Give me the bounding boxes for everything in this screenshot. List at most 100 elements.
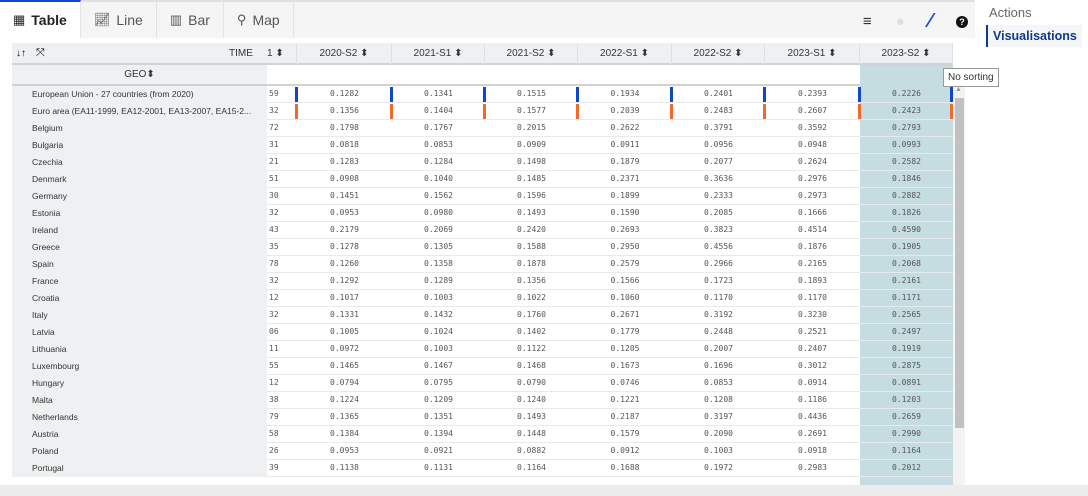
bar-chart-icon: ▥ xyxy=(169,12,183,27)
column-header-2020-S2[interactable]: 2020-S2 ⬍ xyxy=(297,43,392,65)
row-label[interactable]: European Union - 27 countries (from 2020… xyxy=(12,86,267,103)
table-cell: 0.1170 xyxy=(798,293,827,302)
row-label[interactable]: Estonia xyxy=(12,205,267,222)
swap-axes-icon[interactable]: ↓↑ xyxy=(16,48,26,59)
filter-icon[interactable]: ≡ xyxy=(862,13,872,30)
palette-icon[interactable]: ● xyxy=(895,13,905,30)
row-label[interactable]: Luxembourg xyxy=(12,358,267,375)
table-cell: 0.1341 xyxy=(424,89,453,98)
column-header-2021-S2[interactable]: 2021-S2 ⬍ xyxy=(485,43,578,65)
table-cell: 0.2983 xyxy=(798,463,827,472)
table-cell: 0.2077 xyxy=(704,157,733,166)
table-cell: 0.2039 xyxy=(610,106,640,115)
row-label[interactable]: Latvia xyxy=(12,324,267,341)
column-header-partial[interactable]: 1 ⬍ xyxy=(267,43,297,65)
table-cell: 0.1060 xyxy=(610,293,640,302)
table-cell: 0.2950 xyxy=(610,242,640,251)
row-label[interactable]: Czechia xyxy=(12,154,267,171)
row-label[interactable]: Belgium xyxy=(12,120,267,137)
table-cell: 0.2973 xyxy=(798,191,827,200)
table-cell: 0.2448 xyxy=(704,327,733,336)
table-cell: 0.1934 xyxy=(610,89,640,98)
tab-bar[interactable]: ▥ Bar xyxy=(156,2,224,38)
row-label[interactable]: Hungary xyxy=(12,375,267,392)
row-label[interactable]: Austria xyxy=(12,426,267,443)
table-cell: 0.4436 xyxy=(798,412,827,421)
table-cell: 0.3823 xyxy=(704,225,733,234)
row-label[interactable]: Lithuania xyxy=(12,341,267,358)
vertical-scrollbar[interactable]: ▲ xyxy=(953,86,965,485)
table-cell: 0.1893 xyxy=(798,276,827,285)
row-label[interactable]: Italy xyxy=(12,307,267,324)
sidebar-visualisations[interactable]: Visualisations xyxy=(986,25,1082,47)
table-cell: 0.1365 xyxy=(330,412,359,421)
row-label[interactable]: Ireland xyxy=(12,222,267,239)
data-table: ↓↑ ⤧ TIME 1 ⬍ 2020-S2 ⬍ 2021-S1 ⬍ 2021-S2 ⬍… xyxy=(12,43,965,485)
table-cell: 0.1003 xyxy=(424,344,453,353)
table-cell: 0.2565 xyxy=(892,310,921,319)
table-cell: 0.1292 xyxy=(330,276,359,285)
horizontal-scroll-area[interactable] xyxy=(0,485,1088,496)
table-cell: 0.1221 xyxy=(610,395,640,404)
toolbar: ≡ ● ⁄ ? xyxy=(863,10,968,33)
column-header-2021-S1[interactable]: 2021-S1 ⬍ xyxy=(392,43,485,65)
row-label[interactable]: Poland xyxy=(12,443,267,460)
column-header-2023-S2[interactable]: 2023-S2 ⬍ xyxy=(860,43,953,65)
series-color-marker xyxy=(670,104,673,119)
row-label[interactable]: Euro area (EA11-1999, EA12-2001, EA13-20… xyxy=(12,103,267,120)
scrollbar-thumb[interactable] xyxy=(955,98,964,428)
row-label[interactable]: Spain xyxy=(12,256,267,273)
table-cell: 0.2882 xyxy=(892,191,921,200)
table-cell-partial: 31 xyxy=(269,140,279,149)
series-color-marker xyxy=(295,104,298,119)
tab-table[interactable]: ▦ Table xyxy=(0,0,81,38)
column-header-2022-S1[interactable]: 2022-S1 ⬍ xyxy=(578,43,672,65)
column-header-2022-S2[interactable]: 2022-S2 ⬍ xyxy=(672,43,765,65)
table-cell: 0.2333 xyxy=(704,191,733,200)
table-cell: 0.0956 xyxy=(704,140,733,149)
row-label[interactable]: Malta xyxy=(12,392,267,409)
sidebar-actions[interactable]: Actions xyxy=(989,5,1032,20)
table-cell: 0.1224 xyxy=(330,395,359,404)
row-label[interactable]: Netherlands xyxy=(12,409,267,426)
table-row: Germany 30 0.1451 0.1562 0.1596 0.1899 0.2333 0… xyxy=(12,188,953,205)
table-cell: 0.1203 xyxy=(892,395,921,404)
table-cell-partial: 59 xyxy=(269,89,279,98)
table-cell: 0.1666 xyxy=(798,208,827,217)
table-cell: 0.1305 xyxy=(424,242,453,251)
table-cell: 0.1186 xyxy=(798,395,827,404)
row-label[interactable]: Greece xyxy=(12,239,267,256)
tab-line[interactable]: 📈︎ Line xyxy=(80,2,157,38)
table-cell: 0.1723 xyxy=(704,276,733,285)
table-row: Portugal 39 0.1138 0.1131 0.1164 0.1688 0.1972… xyxy=(12,460,953,477)
row-label[interactable]: Bulgaria xyxy=(12,137,267,154)
table-cell: 0.0908 xyxy=(330,174,359,183)
table-icon: ▦ xyxy=(13,12,26,27)
row-label[interactable]: Germany xyxy=(12,188,267,205)
table-cell: 0.0912 xyxy=(610,446,640,455)
table-row: Lithuania 11 0.0972 0.1003 0.1122 0.1205 0.200… xyxy=(12,341,953,358)
table-cell: 0.0790 xyxy=(517,378,546,387)
row-label[interactable]: France xyxy=(12,273,267,290)
table-cell: 0.3592 xyxy=(798,123,827,132)
tab-map[interactable]: ⚲ Map xyxy=(223,2,294,38)
table-cell-partial: 72 xyxy=(269,123,279,132)
row-label[interactable]: Croatia xyxy=(12,290,267,307)
table-cell: 0.1283 xyxy=(330,157,359,166)
header-spacer xyxy=(267,65,953,86)
column-header-2023-S1[interactable]: 2023-S1 ⬍ xyxy=(765,43,860,65)
table-cell: 0.1673 xyxy=(610,361,640,370)
geo-header[interactable]: GEO⬍ xyxy=(12,65,267,86)
table-cell: 0.2671 xyxy=(610,310,640,319)
table-cell: 0.1779 xyxy=(610,327,640,336)
row-label[interactable]: Portugal xyxy=(12,460,267,477)
table-cell: 0.1005 xyxy=(330,327,359,336)
row-label[interactable]: Denmark xyxy=(12,171,267,188)
brush-icon[interactable]: ⁄ xyxy=(928,10,932,32)
table-cell: 0.1577 xyxy=(517,106,546,115)
expand-icon[interactable]: ⤧ xyxy=(36,47,45,59)
help-icon[interactable]: ? xyxy=(956,15,968,28)
table-cell: 0.1164 xyxy=(892,446,921,455)
table-row: Spain 78 0.1260 0.1358 0.1878 0.2579 0.2966 0.2… xyxy=(12,256,953,273)
table-cell: 0.0918 xyxy=(798,446,827,455)
